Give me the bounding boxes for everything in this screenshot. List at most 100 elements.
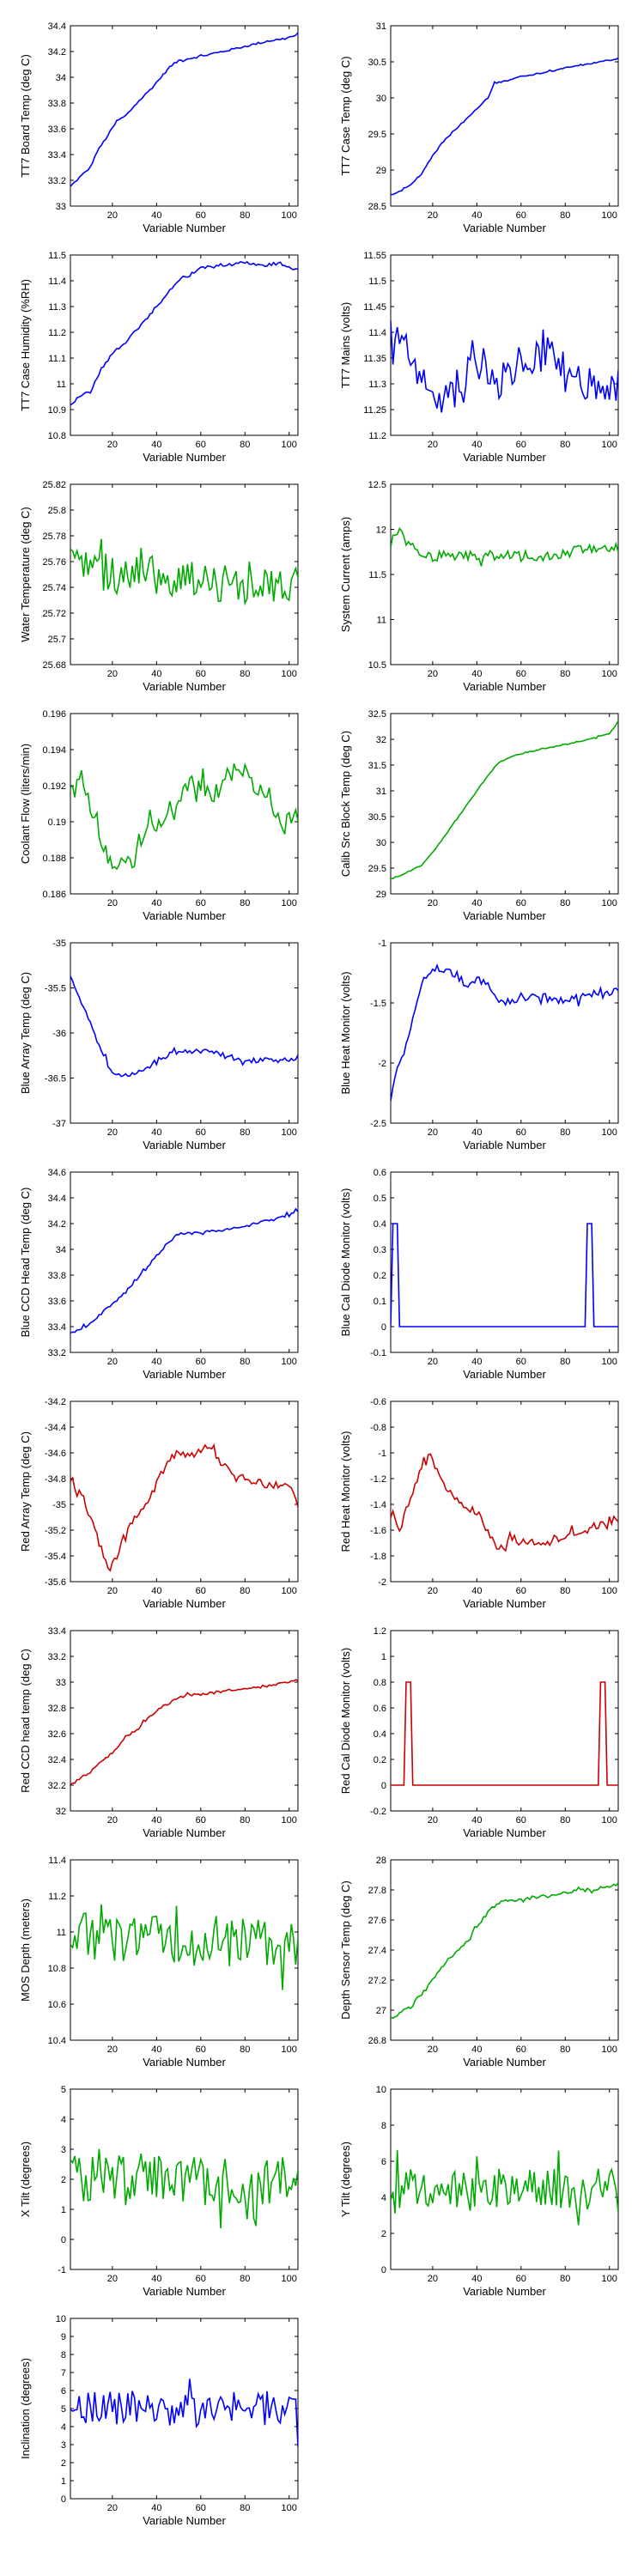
x-tick-label: 40	[151, 2274, 161, 2284]
y-tick-label: 1	[381, 1652, 386, 1662]
x-tick-label: 100	[602, 1586, 617, 1596]
y-tick-label: 10.8	[48, 1964, 66, 1974]
x-axis-label: Variable Number	[463, 2056, 546, 2069]
series-line	[70, 1679, 298, 1785]
y-tick-label: 11.35	[363, 354, 386, 364]
chart-15: 20 40 60 80 100 32 32.2 32.4 32.6 32.8 33 33.2 33.4 V…	[19, 1626, 299, 1839]
plot-frame	[70, 1630, 299, 1812]
y-tick-label: 0.4	[374, 1219, 386, 1230]
y-tick-label: -34.2	[45, 1397, 66, 1407]
y-tick-label: 11.4	[48, 1856, 66, 1866]
y-tick-label: 0.8	[374, 1678, 386, 1688]
y-tick-label: -0.1	[370, 1348, 386, 1358]
x-tick-label: 80	[560, 440, 570, 450]
y-tick-label: 32	[376, 735, 386, 745]
y-tick-label: 33	[56, 202, 66, 212]
x-tick-label: 40	[471, 1586, 482, 1596]
y-tick-label: -1.2	[370, 1474, 386, 1485]
x-tick-label: 60	[196, 2503, 206, 2513]
x-tick-label: 40	[151, 669, 161, 679]
y-tick-label: 11	[57, 380, 66, 390]
y-tick-label: 30.5	[368, 58, 386, 68]
x-tick-label: 40	[471, 210, 482, 221]
x-tick-label: 80	[240, 2044, 250, 2055]
x-tick-label: 40	[471, 440, 482, 450]
x-tick-label: 20	[107, 1586, 118, 1596]
y-tick-label: 10	[376, 2085, 386, 2095]
y-axis-label: Blue Array Temp (deg C)	[19, 972, 32, 1094]
y-tick-label: 32	[56, 1807, 66, 1817]
y-tick-label: 11.1	[48, 354, 66, 364]
y-tick-label: 11.55	[363, 251, 386, 261]
x-tick-label: 80	[560, 210, 570, 221]
x-tick-label: 60	[516, 1815, 526, 1826]
y-tick-label: 10.4	[48, 2036, 66, 2046]
x-tick-label: 100	[282, 669, 297, 679]
y-axis-label: Blue Cal Diode Monitor (volts)	[339, 1188, 352, 1337]
x-tick-label: 40	[471, 1127, 482, 1138]
x-tick-label: 100	[282, 898, 297, 908]
plot-frame	[390, 25, 619, 207]
y-tick-label: 29	[376, 166, 386, 176]
y-tick-label: 2	[381, 2229, 386, 2239]
x-tick-label: 20	[428, 440, 438, 450]
y-axis-label: Calib Src Block Temp (deg C)	[339, 731, 352, 877]
y-tick-label: -35.4	[45, 1552, 66, 1562]
y-tick-label: 27	[376, 2006, 386, 2016]
y-tick-label: -35.6	[45, 1577, 66, 1588]
y-axis-label: Depth Sensor Temp (deg C)	[339, 1880, 352, 2020]
y-tick-label: 10.6	[48, 2000, 66, 2010]
y-tick-label: 25.72	[42, 609, 66, 619]
x-tick-label: 40	[151, 1127, 161, 1138]
y-tick-label: 32.2	[48, 1781, 66, 1791]
y-tick-label: 34	[56, 73, 66, 83]
plot-frame	[70, 942, 299, 1124]
y-tick-label: 7	[61, 2368, 66, 2379]
y-tick-label: 29.5	[368, 130, 386, 140]
y-tick-label: 33.2	[48, 176, 66, 186]
x-axis-label: Variable Number	[463, 1826, 546, 1839]
x-tick-label: 60	[196, 210, 206, 221]
x-tick-label: 80	[560, 2274, 570, 2284]
x-axis-label: Variable Number	[143, 2056, 226, 2069]
x-tick-label: 40	[151, 2503, 161, 2513]
x-axis-label: Variable Number	[143, 2285, 226, 2298]
x-tick-label: 100	[282, 1127, 297, 1138]
y-tick-label: 0	[381, 1781, 386, 1791]
x-tick-label: 100	[602, 210, 617, 221]
series-line	[391, 720, 618, 880]
y-tick-label: -1.6	[370, 1526, 386, 1536]
chart-4: 20 40 60 80 100 11.2 11.25 11.3 11.35 11.4 11.45 11…	[339, 251, 619, 464]
x-tick-label: 80	[560, 1127, 570, 1138]
y-axis-label: TT7 Case Humidity (%RH)	[19, 279, 32, 411]
y-axis-label: Blue Heat Monitor (volts)	[339, 971, 352, 1094]
plot-frame	[390, 942, 619, 1124]
y-tick-label: -2	[378, 1577, 386, 1588]
y-tick-label: 11	[377, 616, 386, 626]
y-tick-label: 33.4	[48, 1322, 66, 1333]
y-tick-label: 29.5	[368, 864, 386, 874]
y-tick-label: -2	[378, 1059, 386, 1069]
x-axis-label: Variable Number	[143, 909, 226, 922]
y-tick-label: 6	[381, 2157, 386, 2167]
x-tick-label: 80	[240, 2503, 250, 2513]
chart-12: 20 40 60 80 100 -0.1 0 0.1 0.2 0.3 0.4 0.5 0.6 Variab…	[339, 1168, 619, 1381]
y-tick-label: 11.5	[368, 276, 386, 287]
chart-8: 20 40 60 80 100 29 29.5 30 30.5 31 31.5 32 32.5 Varia…	[339, 709, 619, 922]
x-tick-label: 60	[196, 2274, 206, 2284]
x-axis-label: Variable Number	[463, 1597, 546, 1610]
y-tick-label: -1	[378, 939, 386, 949]
x-tick-label: 80	[240, 669, 250, 679]
x-tick-label: 60	[516, 2274, 526, 2284]
y-tick-label: 0.3	[374, 1245, 386, 1255]
x-tick-label: 40	[151, 898, 161, 908]
y-axis-label: Red Array Temp (deg C)	[19, 1431, 32, 1552]
x-tick-label: 60	[516, 1586, 526, 1596]
y-axis-label: TT7 Mains (volts)	[339, 302, 352, 388]
y-tick-label: 0.196	[42, 709, 66, 720]
y-tick-label: -35.2	[45, 1526, 66, 1536]
series-line	[70, 32, 298, 187]
x-tick-label: 100	[602, 669, 617, 679]
y-tick-label: 4	[381, 2193, 386, 2203]
